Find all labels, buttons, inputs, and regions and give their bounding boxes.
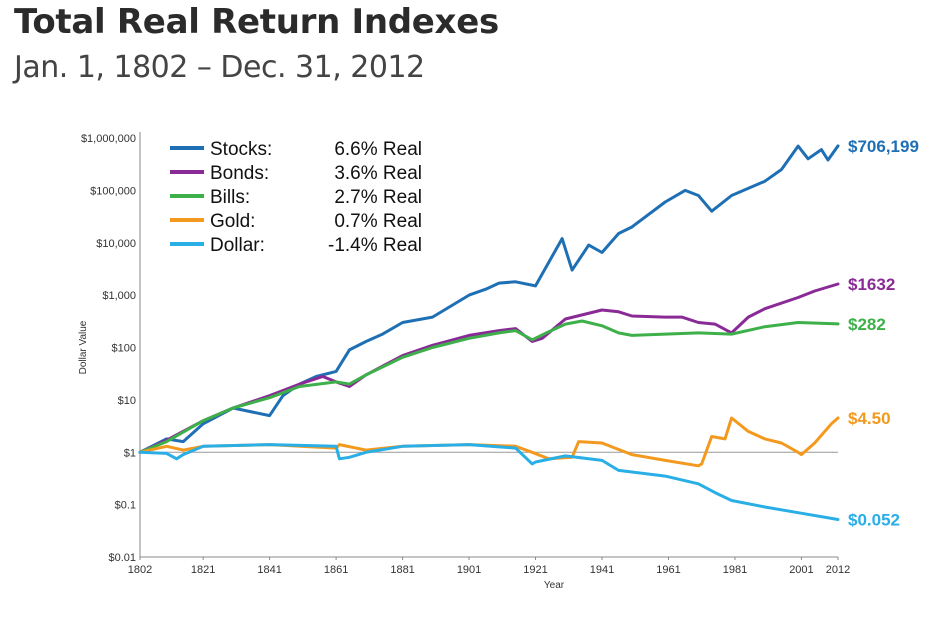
series-line-gold xyxy=(138,416,840,468)
y-axis-label: Dollar Value xyxy=(78,320,89,374)
x-tick-label: 1921 xyxy=(523,564,547,576)
end-label-bills: $282 xyxy=(848,315,886,334)
chart-subtitle: Jan. 1, 1802 – Dec. 31, 2012 xyxy=(14,50,425,85)
x-tick-label: 1802 xyxy=(128,564,152,576)
x-tick-label: 1841 xyxy=(257,564,281,576)
legend-series-rate: 6.6% Real xyxy=(334,139,422,160)
end-label-gold: $4.50 xyxy=(848,409,891,428)
legend-series-name: Bonds: xyxy=(210,163,269,184)
y-tick-label: $1,000 xyxy=(102,290,136,302)
y-tick-label: $100,000 xyxy=(90,185,136,197)
legend-series-rate: 3.6% Real xyxy=(334,163,422,184)
y-tick-label: $0.01 xyxy=(108,552,136,564)
x-tick-label: 1981 xyxy=(723,564,747,576)
y-tick-label: $0.1 xyxy=(115,500,136,512)
end-label-dollar: $0.052 xyxy=(848,510,900,529)
legend-series-name: Gold: xyxy=(210,211,255,232)
end-label-bonds: $1632 xyxy=(848,275,895,294)
legend-series-name: Bills: xyxy=(210,187,250,208)
y-tick-label: $1 xyxy=(124,447,136,459)
x-axis-label: Year xyxy=(544,580,565,591)
x-tick-label: 1861 xyxy=(324,564,348,576)
legend-item-bills: Bills: 2.7% Real xyxy=(170,187,422,208)
chart-title: Total Real Return Indexes xyxy=(14,2,499,42)
legend-item-dollar: Dollar: -1.4% Real xyxy=(170,235,422,256)
x-tick-labels: 1802 1821 1841 1861 1881 1901 1921 1941 1961 1981… xyxy=(128,557,850,576)
x-tick-label: 1881 xyxy=(390,564,414,576)
legend-item-stocks: Stocks: 6.6% Real xyxy=(170,139,422,160)
legend-series-name: Stocks: xyxy=(210,139,272,160)
x-tick-label: 1941 xyxy=(590,564,614,576)
y-tick-label: $10,000 xyxy=(96,238,136,250)
x-tick-label: 1821 xyxy=(191,564,215,576)
y-tick-labels: $1,000,000 $100,000 $10,000 $1,000 $100 $10 $1… xyxy=(81,133,136,564)
y-tick-label: $100 xyxy=(112,343,136,355)
series-line-bonds xyxy=(138,282,840,454)
series-line-bills xyxy=(138,319,840,454)
end-label-stocks: $706,199 xyxy=(848,137,919,156)
legend: Stocks: 6.6% Real Bonds: 3.6% Real Bills: 2.7… xyxy=(170,139,422,256)
plot-area: $1,000,000 $100,000 $10,000 $1,000 $100 $10 $1… xyxy=(78,132,919,591)
legend-series-rate: 0.7% Real xyxy=(334,211,422,232)
legend-item-bonds: Bonds: 3.6% Real xyxy=(170,163,422,184)
x-tick-label: 2001 xyxy=(789,564,813,576)
series-lines xyxy=(138,144,840,521)
series-line-stocks xyxy=(138,144,840,454)
legend-item-gold: Gold: 0.7% Real xyxy=(170,211,422,232)
x-tick-label: 1901 xyxy=(457,564,481,576)
series-line-dollar xyxy=(138,443,840,521)
legend-series-rate: 2.7% Real xyxy=(334,187,422,208)
x-tick-label: 2012 xyxy=(826,564,850,576)
legend-series-name: Dollar: xyxy=(210,235,265,256)
y-tick-label: $10 xyxy=(118,395,136,407)
y-tick-label: $1,000,000 xyxy=(81,133,136,145)
end-labels: $706,199 $1632 $282 $4.50 $0.052 xyxy=(848,137,919,530)
x-tick-label: 1961 xyxy=(656,564,680,576)
legend-series-rate: -1.4% Real xyxy=(328,235,422,256)
